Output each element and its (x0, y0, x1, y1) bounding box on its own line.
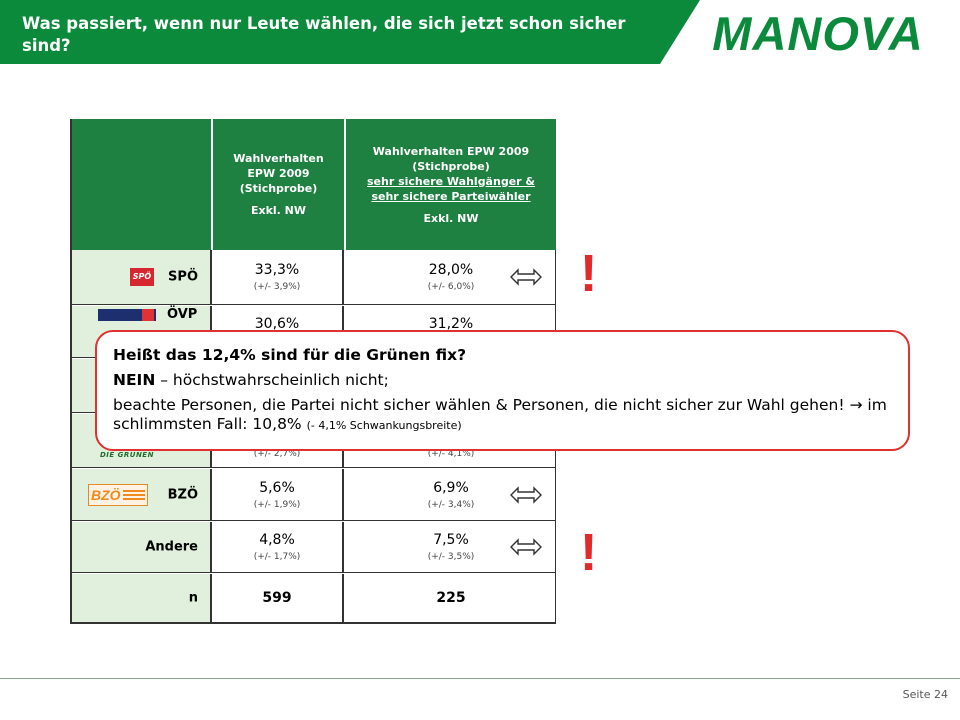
party-name: Andere (145, 539, 198, 555)
callout-box: Heißt das 12,4% sind für die Grünen fix?… (95, 330, 910, 451)
value-cell-sure: 31,2% (346, 306, 556, 357)
footer-divider (0, 678, 960, 679)
table-row: BZÖ BZÖ 5,6% (+/- 1,9%) 6,9% (+/- 3,4%) (72, 469, 556, 521)
gruene-logo: DIE GRÜNEN (100, 451, 154, 459)
bzo-logo-text: BZÖ (91, 486, 121, 503)
page-title: Was passiert, wenn nur Leute wählen, die… (22, 14, 626, 55)
value-ci: (+/- 1,7%) (253, 552, 301, 562)
value-pct: 33,3% (254, 262, 300, 278)
double-arrow-icon (510, 485, 542, 504)
value-cell-sure: 6,9% (+/- 3,4%) (346, 469, 556, 520)
header-band: Was passiert, wenn nur Leute wählen, die… (0, 0, 700, 64)
double-arrow-icon (510, 268, 542, 286)
value-cell-sure: 7,5% (+/- 3,5%) (346, 522, 556, 572)
callout-answer-rest: – höchstwahrscheinlich nicht; (155, 371, 389, 389)
header-col2-underline1: sehr sichere Wahlgänger & (366, 174, 535, 188)
row-label-cell: SPÖ SPÖ (72, 250, 212, 304)
header-col2-underline2: sehr sichere Parteiwähler (371, 189, 531, 203)
party-name: n (188, 590, 198, 606)
callout-answer-bold: NEIN (113, 371, 156, 389)
value-ci: (+/- 2,7%) (253, 449, 301, 459)
header-separator (211, 119, 213, 250)
callout-worst-case: im schlimmsten Fall: 10,8% (113, 396, 887, 433)
double-arrow-icon (510, 538, 542, 556)
header-band-shape (0, 0, 700, 64)
value-ci: (+/- 3,9%) (253, 282, 301, 292)
value-cell-sure: 225 (346, 574, 556, 622)
value-cell-sample: 4,8% (+/- 1,7%) (212, 522, 344, 572)
row-label-cell: n (72, 574, 212, 622)
header-separator (344, 119, 346, 250)
header-col-sure-voters: Wahlverhalten EPW 2009 (Stichprobe) sehr… (346, 119, 556, 250)
bzo-logo: BZÖ (88, 483, 148, 506)
exclamation-icon: ! (580, 524, 598, 582)
party-name: ÖVP (167, 307, 198, 322)
header-col1-line3: (Stichprobe) (239, 182, 318, 195)
value-cell-sample: 599 (212, 574, 344, 622)
value-ci: (+/- 1,9%) (253, 499, 301, 510)
header-col1-line1: Wahlverhalten (233, 152, 324, 165)
header-col1-note: Exkl. NW (250, 204, 307, 217)
value-cell-sample: 5,6% (+/- 1,9%) (212, 469, 344, 520)
arrow-right-icon: → (849, 396, 863, 414)
header-empty-cell (72, 119, 211, 250)
ovp-logo (98, 309, 156, 321)
header-col-sample: Wahlverhalten EPW 2009 (Stichprobe) Exkl… (213, 119, 344, 250)
sample-size: 225 (436, 590, 466, 606)
callout-answer: NEIN – höchstwahrscheinlich nicht; (113, 369, 892, 391)
value-pct: 31,2% (428, 316, 474, 332)
callout-margin: (- 4,1% Schwankungsbreite) (306, 419, 462, 432)
value-pct: 30,6% (254, 316, 300, 332)
value-pct: 4,8% (259, 532, 295, 548)
header-col2-note: Exkl. NW (423, 211, 479, 225)
bzo-logo-stripes (123, 489, 145, 492)
manova-logo: MANOVA (692, 8, 944, 60)
callout-explanation-text: beachte Personen, die Partei nicht siche… (113, 396, 850, 414)
row-label-cell: Andere (72, 522, 212, 572)
callout-question: Heißt das 12,4% sind für die Grünen fix? (113, 346, 467, 364)
value-ci: (+/- 3,5%) (427, 552, 475, 562)
logo-text: MANOVA (712, 7, 924, 60)
value-pct: 5,6% (259, 479, 295, 496)
value-cell-sure: (+/- 4,1%) (346, 414, 556, 467)
table-row: Andere 4,8% (+/- 1,7%) 7,5% (+/- 3,5%) (72, 522, 556, 573)
value-pct: 6,9% (433, 479, 469, 496)
table-row: SPÖ SPÖ 33,3% (+/- 3,9%) 28,0% (+/- 6,0%… (72, 250, 556, 305)
sample-size: 599 (262, 590, 292, 606)
page-number: Seite 24 (902, 688, 948, 701)
header-col1-line2: EPW 2009 (247, 167, 310, 180)
value-pct: 28,0% (428, 262, 474, 278)
exclamation-icon: ! (580, 245, 598, 303)
value-ci: (+/- 4,1%) (427, 449, 475, 459)
table-header: Wahlverhalten EPW 2009 (Stichprobe) Exkl… (72, 119, 556, 250)
value-cell-sample: 33,3% (+/- 3,9%) (212, 250, 344, 304)
row-label-cell: BZÖ BZÖ (72, 469, 212, 520)
value-ci: (+/- 6,0%) (427, 282, 475, 292)
value-pct: 7,5% (433, 532, 469, 548)
table-row: n 599 225 (72, 574, 556, 622)
party-name: SPÖ (168, 269, 198, 285)
party-name: BZÖ (167, 487, 198, 502)
header-col2-line1: Wahlverhalten EPW 2009 (372, 144, 530, 158)
header-col2-line2: (Stichprobe) (412, 159, 490, 173)
callout-explanation: beachte Personen, die Partei nicht siche… (113, 396, 892, 435)
spo-logo: SPÖ (130, 268, 154, 286)
value-cell-sure: 28,0% (+/- 6,0%) (346, 250, 556, 304)
value-ci: (+/- 3,4%) (427, 499, 475, 510)
